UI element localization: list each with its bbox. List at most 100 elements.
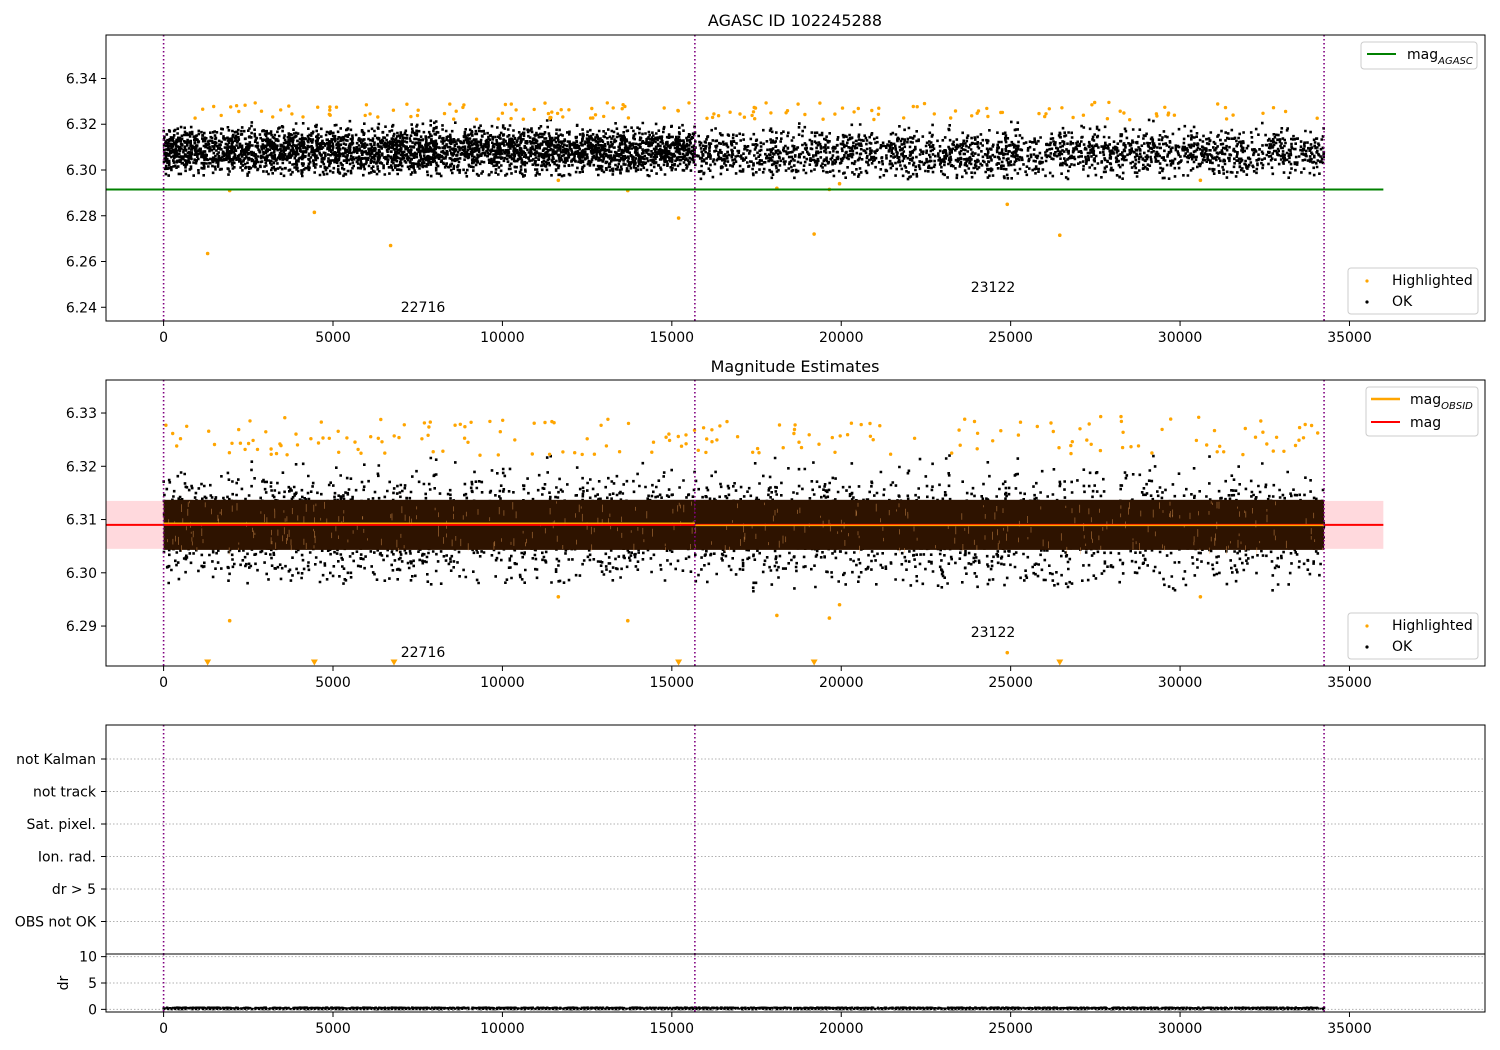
y-tick-label: 5 (88, 976, 97, 992)
flag-category-label: Ion. rad. (38, 850, 96, 866)
highlighted-point (975, 431, 980, 435)
highlighted-point (253, 101, 257, 105)
y-tick-label: 6.24 (66, 300, 97, 316)
highlighted-point (849, 421, 854, 425)
highlighted-point (561, 450, 565, 454)
highlighted-point (1060, 106, 1064, 110)
highlighted-point (380, 440, 384, 444)
highlighted-point (1271, 449, 1276, 453)
estimates-obs-label-2: 23122 (971, 625, 1016, 641)
highlighted-point (1085, 438, 1089, 442)
highlighted-point (662, 106, 666, 110)
highlighted-point (427, 425, 431, 429)
highlighted-point (870, 108, 874, 113)
highlighted-point (474, 117, 479, 121)
highlighted-point (328, 113, 332, 117)
highlighted-point (1198, 594, 1203, 599)
highlighted-point (547, 452, 552, 456)
highlighted-point (985, 106, 989, 111)
highlighted-point (827, 616, 832, 620)
highlighted-point (953, 109, 958, 113)
highlighted-point (415, 113, 420, 118)
highlighted-point (1128, 118, 1132, 122)
highlighted-point (201, 107, 205, 111)
highlighted-point (871, 438, 875, 442)
highlighted-point (175, 444, 179, 448)
obsid-estimate-specks (167, 501, 1324, 555)
highlighted-point (1265, 442, 1269, 446)
highlighted-point (599, 423, 603, 427)
x-tick-label: 35000 (1327, 1021, 1372, 1037)
highlighted-point (1222, 450, 1226, 454)
highlighted-point (1047, 107, 1052, 111)
highlighted-point (193, 116, 197, 120)
highlighted-point (950, 451, 954, 455)
highlighted-point (164, 423, 168, 427)
highlighted-point (453, 423, 457, 427)
x-tick-label: 35000 (1327, 330, 1372, 346)
highlighted-point (1303, 422, 1307, 427)
highlighted-point (441, 449, 445, 453)
highlighted-point (1216, 102, 1220, 106)
highlighted-point (593, 113, 598, 117)
legend-frame (1347, 612, 1479, 660)
highlighted-point (548, 116, 552, 121)
highlighted-point (792, 427, 797, 432)
highlighted-point (501, 418, 505, 422)
below-range-marker (204, 659, 212, 666)
x-tick-label: 10000 (480, 675, 525, 691)
highlighted-point (859, 422, 863, 427)
highlighted-point (1090, 103, 1094, 107)
highlighted-point (546, 111, 551, 116)
highlighted-point (1070, 440, 1075, 444)
highlighted-point (383, 451, 387, 455)
highlighted-point (1169, 417, 1173, 421)
highlighted-point (876, 112, 881, 117)
highlighted-point (503, 102, 508, 107)
highlighted-point (1044, 112, 1048, 116)
highlighted-point (312, 210, 317, 215)
highlighted-point (205, 251, 210, 256)
highlighted-point (336, 429, 340, 433)
magnitude-estimates-panel: Magnitude Estimates 0 5000 10000 15000 20000… (66, 357, 1486, 691)
highlighted-point (1016, 433, 1021, 437)
highlighted-point (1215, 450, 1219, 454)
highlighted-point (319, 420, 323, 424)
highlighted-point (227, 451, 232, 455)
highlighted-point (229, 105, 233, 109)
highlighted-point (573, 451, 577, 455)
highlighted-point (478, 453, 482, 457)
highlighted-point (588, 116, 593, 120)
highlighted-point (356, 447, 360, 452)
highlighted-point (735, 435, 740, 439)
highlighted-point (469, 420, 473, 424)
highlighted-point (1172, 113, 1177, 117)
highlighted-point (513, 438, 517, 442)
x-tick-label: 15000 (650, 675, 695, 691)
x-tick-label: 30000 (1158, 330, 1203, 346)
below-range-marker (810, 659, 818, 666)
y-tick-label: 6.32 (66, 459, 97, 475)
highlighted-point (1297, 425, 1302, 430)
highlighted-point (1005, 202, 1010, 207)
highlighted-point (496, 453, 500, 457)
highlighted-point (509, 102, 513, 106)
highlighted-point (878, 424, 882, 428)
x-tick-label: 10000 (480, 330, 525, 346)
highlighted-point (775, 613, 779, 618)
highlighted-point (676, 108, 680, 113)
highlighted-point (1119, 419, 1124, 424)
highlighted-point (458, 422, 462, 426)
highlighted-point (328, 105, 332, 109)
axes-frame (105, 953, 1486, 1013)
highlighted-point (757, 451, 761, 455)
magnitude-estimates-title: Magnitude Estimates (711, 357, 880, 376)
highlighted-point (1274, 435, 1279, 439)
highlighted-point (1035, 424, 1040, 429)
highlighted-point (309, 437, 313, 441)
highlighted-point (1212, 428, 1217, 433)
highlighted-point (1093, 100, 1097, 105)
highlighted-point (269, 447, 273, 451)
highlighted-point (712, 112, 716, 116)
highlighted-point (922, 101, 927, 106)
